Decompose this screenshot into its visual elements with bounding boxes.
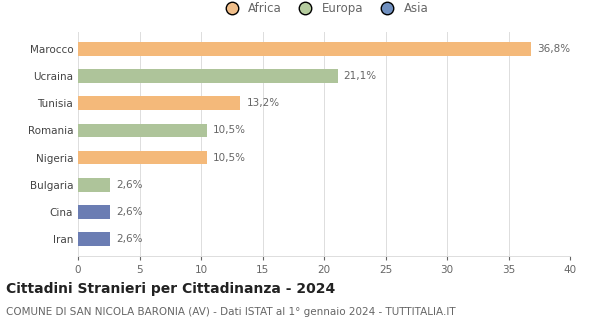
Text: 2,6%: 2,6% [116,234,143,244]
Text: 13,2%: 13,2% [247,98,280,108]
Text: 36,8%: 36,8% [537,44,570,54]
Text: COMUNE DI SAN NICOLA BARONIA (AV) - Dati ISTAT al 1° gennaio 2024 - TUTTITALIA.I: COMUNE DI SAN NICOLA BARONIA (AV) - Dati… [6,307,455,317]
Bar [78,124,207,137]
Legend: Africa, Europa, Asia: Africa, Europa, Asia [215,0,433,20]
Bar [78,42,530,56]
Bar [78,151,207,164]
Text: 10,5%: 10,5% [214,153,247,163]
Text: 2,6%: 2,6% [116,207,143,217]
Bar [78,178,110,191]
Text: Cittadini Stranieri per Cittadinanza - 2024: Cittadini Stranieri per Cittadinanza - 2… [6,282,335,296]
Bar [78,205,110,219]
Bar [78,69,338,83]
Bar [78,97,241,110]
Bar [78,232,110,246]
Text: 2,6%: 2,6% [116,180,143,190]
Text: 10,5%: 10,5% [214,125,247,135]
Text: 21,1%: 21,1% [344,71,377,81]
